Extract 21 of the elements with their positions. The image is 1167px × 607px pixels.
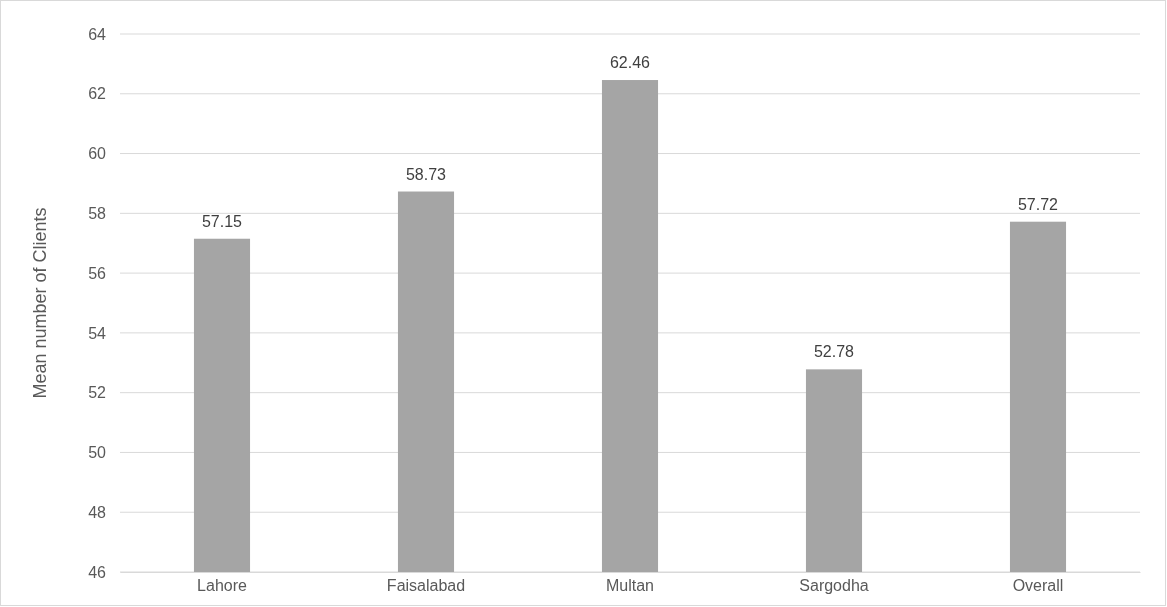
- data-label: 52.78: [813, 343, 855, 361]
- y-tick-label: 48: [88, 503, 107, 521]
- y-tick-label: 64: [88, 25, 107, 43]
- x-tick-label: Lahore: [197, 577, 248, 595]
- x-tick-label: Sargodha: [799, 577, 869, 595]
- y-axis-title: Mean number of Clients: [30, 207, 50, 399]
- data-label: 58.73: [405, 165, 447, 183]
- x-tick-label: Faisalabad: [386, 577, 466, 595]
- x-tick-label: Multan: [605, 577, 655, 595]
- y-tick-label: 46: [88, 563, 107, 581]
- y-tick-label: 62: [88, 85, 107, 103]
- y-tick-label: 60: [88, 145, 107, 163]
- y-tick-label: 58: [88, 204, 107, 222]
- y-tick-label: 54: [88, 324, 107, 342]
- y-tick-label: 52: [88, 384, 107, 402]
- data-label: 57.72: [1017, 195, 1059, 213]
- y-tick-label: 56: [88, 264, 107, 282]
- data-label: 62.46: [609, 54, 651, 72]
- x-tick-label: Overall: [1012, 577, 1064, 595]
- data-label: 57.15: [201, 212, 243, 230]
- y-tick-label: 50: [88, 444, 107, 462]
